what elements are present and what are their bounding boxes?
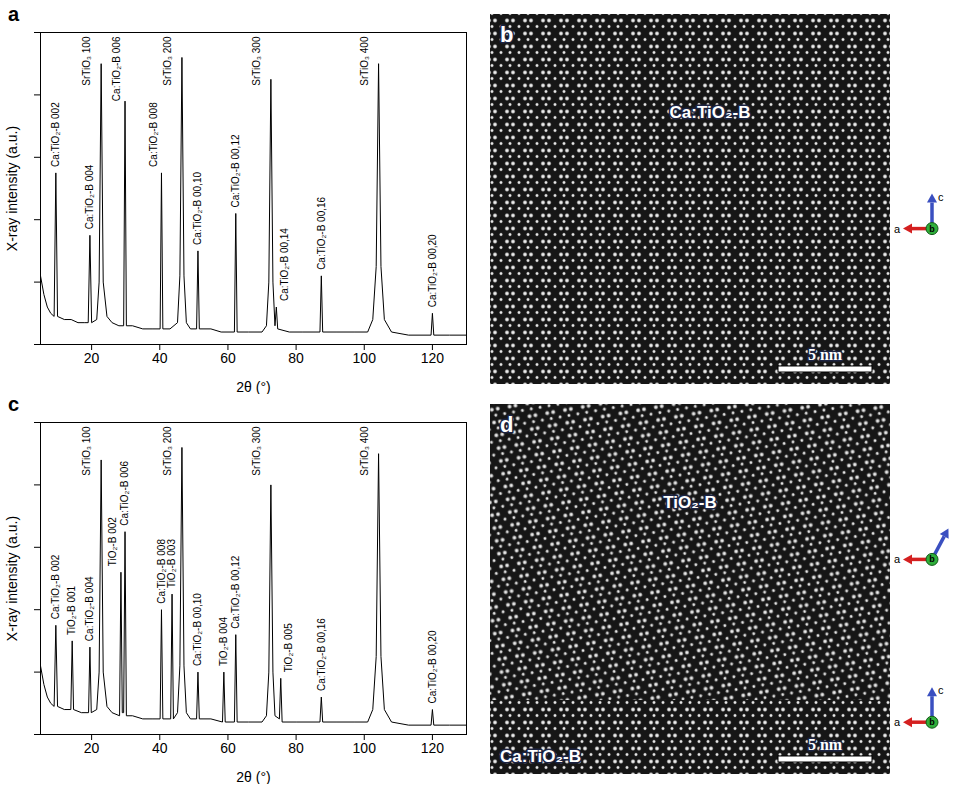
svg-text:2θ (°): 2θ (°) [236, 769, 270, 785]
svg-text:20: 20 [84, 350, 100, 366]
svg-text:Ca:TiO₂-B 004: Ca:TiO₂-B 004 [84, 576, 95, 641]
html-text:c: c [8, 393, 20, 415]
svg-text:b: b [929, 224, 935, 234]
svg-text:X-ray intensity (a.u.): X-ray intensity (a.u.) [4, 516, 20, 641]
svg-text:Ca:TiO₂-B 006: Ca:TiO₂-B 006 [119, 461, 130, 526]
svg-text:b: b [929, 554, 935, 564]
svg-text:80: 80 [288, 740, 304, 756]
svg-text:120: 120 [421, 740, 445, 756]
svg-text:TiO₂-B: TiO₂-B [663, 493, 717, 512]
svg-text:TiO₂-B 001: TiO₂-B 001 [66, 585, 77, 635]
svg-text:d: d [500, 412, 513, 437]
svg-text:20: 20 [84, 740, 100, 756]
svg-text:TiO₂-B 004: TiO₂-B 004 [218, 617, 229, 667]
svg-text:Ca:TiO₂-B 00,12: Ca:TiO₂-B 00,12 [230, 134, 241, 207]
svg-text:b: b [929, 717, 935, 727]
svg-text:TiO₂-B 003: TiO₂-B 003 [166, 539, 177, 589]
svg-text:SrTiO₃ 100: SrTiO₃ 100 [81, 426, 92, 476]
svg-text:X-ray intensity (a.u.): X-ray intensity (a.u.) [4, 126, 20, 251]
svg-text:Ca:TiO₂-B: Ca:TiO₂-B [500, 747, 581, 766]
svg-text:SrTiO₃ 400: SrTiO₃ 400 [359, 36, 370, 86]
svg-text:SrTiO₃ 300: SrTiO₃ 300 [251, 36, 262, 86]
svg-text:c: c [938, 684, 944, 696]
svg-text:Ca:TiO₂-B 00,12: Ca:TiO₂-B 00,12 [230, 555, 241, 628]
svg-text:c: c [938, 191, 944, 203]
svg-text:60: 60 [220, 740, 236, 756]
svg-text:Ca:TiO₂-B 00,14: Ca:TiO₂-B 00,14 [279, 228, 290, 301]
svg-text:120: 120 [421, 350, 445, 366]
svg-text:Ca:TiO₂-B 006: Ca:TiO₂-B 006 [111, 36, 122, 101]
svg-text:5 nm: 5 nm [808, 736, 843, 753]
svg-text:Ca:TiO₂-B: Ca:TiO₂-B [670, 103, 751, 122]
svg-text:Ca:TiO₂-B 008: Ca:TiO₂-B 008 [156, 539, 167, 604]
svg-text:80: 80 [288, 350, 304, 366]
svg-text:5 nm: 5 nm [808, 346, 843, 363]
svg-text:SrTiO₃ 200: SrTiO₃ 200 [162, 426, 173, 476]
svg-text:100: 100 [353, 350, 377, 366]
html-text:a: a [8, 3, 20, 25]
svg-text:a: a [894, 716, 901, 728]
svg-text:Ca:TiO₂-B 002: Ca:TiO₂-B 002 [50, 554, 61, 619]
svg-text:100: 100 [353, 740, 377, 756]
svg-text:TiO₂-B 002: TiO₂-B 002 [107, 517, 118, 567]
svg-text:Ca:TiO₂-B 00,10: Ca:TiO₂-B 00,10 [192, 593, 203, 666]
svg-text:Ca:TiO₂-B 00,20: Ca:TiO₂-B 00,20 [427, 630, 438, 703]
svg-text:SrTiO₃ 400: SrTiO₃ 400 [359, 426, 370, 476]
svg-text:SrTiO₃ 200: SrTiO₃ 200 [162, 36, 173, 86]
svg-text:Ca:TiO₂-B 002: Ca:TiO₂-B 002 [50, 102, 61, 167]
svg-text:a: a [894, 223, 901, 235]
svg-text:a: a [894, 553, 901, 565]
svg-text:Ca:TiO₂-B 00,16: Ca:TiO₂-B 00,16 [316, 618, 327, 691]
svg-text:40: 40 [152, 740, 168, 756]
svg-text:Ca:TiO₂-B 00,10: Ca:TiO₂-B 00,10 [192, 171, 203, 244]
svg-text:Ca:TiO₂-B 008: Ca:TiO₂-B 008 [148, 102, 159, 167]
svg-text:Ca:TiO₂-B 00,20: Ca:TiO₂-B 00,20 [427, 234, 438, 307]
svg-text:Ca:TiO₂-B 004: Ca:TiO₂-B 004 [84, 164, 95, 229]
svg-text:SrTiO₃ 300: SrTiO₃ 300 [251, 426, 262, 476]
svg-text:b: b [500, 22, 513, 47]
svg-text:40: 40 [152, 350, 168, 366]
svg-text:60: 60 [220, 350, 236, 366]
svg-text:TiO₂-B 005: TiO₂-B 005 [283, 623, 294, 673]
svg-text:2θ (°): 2θ (°) [236, 379, 270, 395]
svg-text:Ca:TiO₂-B 00,16: Ca:TiO₂-B 00,16 [316, 196, 327, 269]
svg-text:SrTiO₃ 100: SrTiO₃ 100 [81, 36, 92, 86]
